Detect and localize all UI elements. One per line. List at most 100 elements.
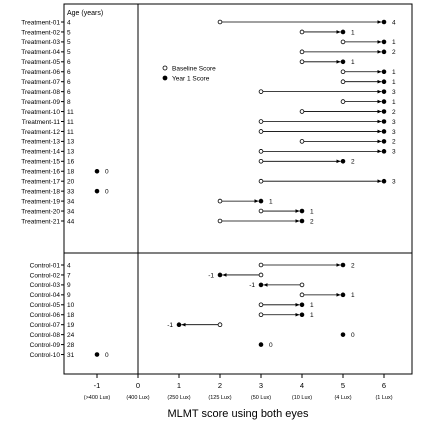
- year1-point: [381, 109, 387, 114]
- year1-point: [381, 139, 387, 144]
- row-age: 4: [67, 19, 71, 26]
- row-label: Treatment-21: [21, 218, 60, 225]
- legend-label: Baseline Score: [172, 66, 216, 73]
- change-arrowhead: [377, 149, 382, 154]
- change-arrowhead: [377, 119, 382, 124]
- change-arrowhead: [295, 312, 300, 317]
- row-label: Treatment-02: [21, 29, 60, 36]
- row-age: 13: [67, 139, 75, 146]
- change-label: 4: [392, 19, 396, 26]
- year1-point: [340, 332, 346, 337]
- x-tick-label: 6: [382, 381, 386, 390]
- row-age: 7: [67, 272, 71, 279]
- x-tick-label: 1: [177, 381, 181, 390]
- change-arrowhead: [254, 199, 259, 203]
- year1-point: [381, 49, 387, 55]
- x-tick-label: 5: [341, 381, 345, 390]
- table-row: Treatment-01 4 4: [21, 19, 396, 26]
- year1-point: [381, 39, 387, 45]
- baseline-point: [299, 59, 305, 65]
- row-age: 6: [67, 89, 71, 96]
- baseline-point: [258, 89, 264, 94]
- change-label: -1: [167, 322, 173, 329]
- table-row: Treatment-15 16 2: [21, 159, 355, 166]
- change-arrowhead: [377, 40, 382, 44]
- year1-point: [299, 208, 305, 214]
- row-label: Control-08: [30, 332, 61, 339]
- change-label: 1: [351, 29, 355, 36]
- year1-point: [381, 19, 387, 25]
- row-label: Control-05: [30, 302, 61, 309]
- baseline-point: [258, 302, 264, 308]
- row-label: Treatment-20: [21, 208, 60, 215]
- x-tick-sublabel: (50 Lux): [251, 395, 271, 401]
- table-row: Treatment-05 6 1: [21, 59, 355, 66]
- x-tick-label: 3: [259, 381, 263, 390]
- row-age: 19: [67, 322, 75, 329]
- year1-point: [176, 322, 182, 328]
- x-tick-sublabel: (125 Lux): [208, 395, 231, 401]
- row-label: Treatment-10: [21, 109, 60, 116]
- table-row: Control-02 7 -1: [30, 272, 264, 279]
- table-row: Treatment-10 11 2: [21, 109, 396, 116]
- row-label: Treatment-08: [21, 89, 60, 96]
- year1-point: [258, 282, 264, 288]
- row-age: 5: [67, 39, 71, 46]
- change-label: 1: [351, 59, 355, 66]
- table-row: Treatment-04 5 2: [21, 49, 396, 56]
- baseline-point: [258, 129, 264, 134]
- row-age: 11: [67, 129, 74, 136]
- row-age: 28: [67, 342, 75, 349]
- change-label: 1: [392, 99, 396, 106]
- baseline-point: [258, 312, 264, 318]
- row-label: Control-10: [30, 352, 61, 359]
- x-tick-label: -1: [94, 381, 101, 390]
- baseline-point: [258, 178, 264, 184]
- year1-point: [340, 29, 346, 35]
- change-label: 1: [310, 208, 314, 215]
- change-arrowhead: [377, 89, 382, 94]
- row-age: 5: [67, 49, 71, 56]
- change-arrowhead: [295, 303, 300, 307]
- change-arrowhead: [222, 273, 227, 277]
- table-row: Control-04 9 1: [30, 292, 355, 299]
- legend-marker: [162, 75, 168, 81]
- change-label: 3: [392, 149, 396, 156]
- year1-point: [299, 312, 305, 318]
- baseline-point: [258, 208, 264, 214]
- baseline-point: [217, 322, 223, 328]
- table-row: Treatment-07 6 1: [21, 79, 396, 86]
- baseline-point: [217, 218, 223, 224]
- row-age: 20: [67, 179, 75, 186]
- x-tick-label: 0: [136, 381, 140, 390]
- row-age: 13: [67, 149, 75, 156]
- table-row: Treatment-09 8 1: [21, 99, 396, 106]
- change-arrowhead: [377, 99, 382, 104]
- x-tick-sublabel: (1 Lux): [375, 395, 392, 401]
- row-age: 34: [67, 198, 75, 205]
- row-label: Treatment-13: [21, 139, 60, 146]
- change-label: 3: [392, 179, 396, 186]
- row-age: 6: [67, 59, 71, 66]
- row-age: 18: [67, 169, 75, 176]
- year1-point: [94, 188, 100, 194]
- row-age: 9: [67, 282, 71, 289]
- row-label: Treatment-09: [21, 99, 60, 106]
- row-age: 5: [67, 29, 71, 36]
- year1-point: [381, 99, 387, 104]
- year1-point: [340, 292, 346, 298]
- table-row: Treatment-18 33 0: [21, 188, 109, 195]
- row-label: Treatment-05: [21, 59, 60, 66]
- table-row: Control-07 19 -1: [30, 322, 223, 329]
- x-tick-label: 2: [218, 381, 222, 390]
- table-row: Control-05 10 1: [30, 302, 314, 309]
- row-label: Treatment-14: [21, 149, 60, 156]
- row-label: Control-03: [30, 282, 61, 289]
- change-label: 1: [392, 69, 396, 76]
- baseline-point: [217, 19, 223, 25]
- x-tick-sublabel: (250 Lux): [167, 395, 190, 401]
- year1-point: [381, 149, 387, 154]
- change-label: 2: [351, 159, 355, 166]
- row-age: 9: [67, 292, 71, 299]
